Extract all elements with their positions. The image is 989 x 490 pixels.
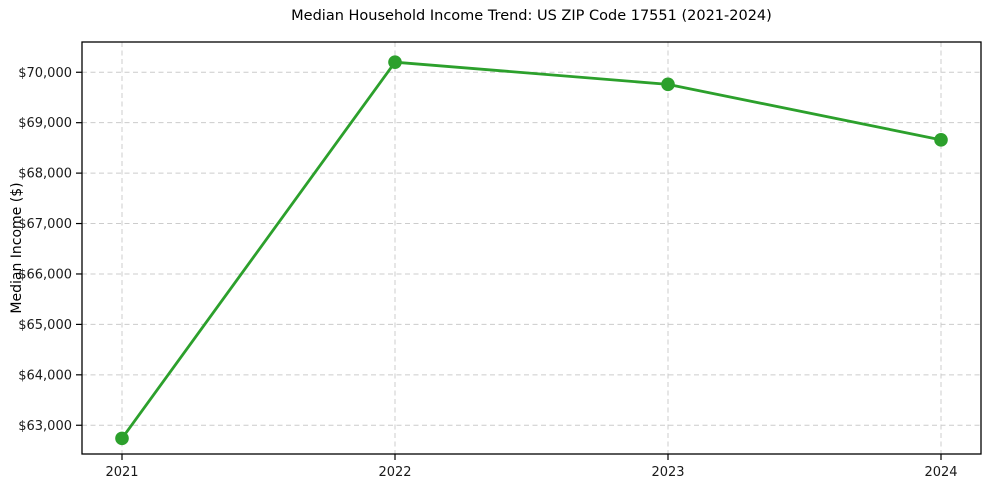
y-tick-label: $65,000 [18,318,72,333]
axes-border [81,41,982,455]
series-line [120,60,943,440]
y-tick-label: $68,000 [18,167,72,182]
y-tick-label: $69,000 [18,116,72,131]
data-point-marker [115,431,129,446]
y-tick-label: $67,000 [18,217,72,232]
data-point-marker [661,77,675,92]
data-point-marker [388,55,402,69]
y-tick-label: $63,000 [18,419,72,434]
data-point-marker [934,133,948,147]
x-tick-label: 2022 [378,465,411,480]
x-tick-label: 2024 [924,465,957,480]
x-tick-label: 2021 [105,465,138,480]
y-tick-label: $70,000 [18,66,72,81]
y-tick-label: $64,000 [18,368,72,383]
y-tick-label: $66,000 [18,267,72,282]
x-tick-label: 2023 [651,465,684,480]
chart-title: Median Household Income Trend: US ZIP Co… [291,8,772,24]
